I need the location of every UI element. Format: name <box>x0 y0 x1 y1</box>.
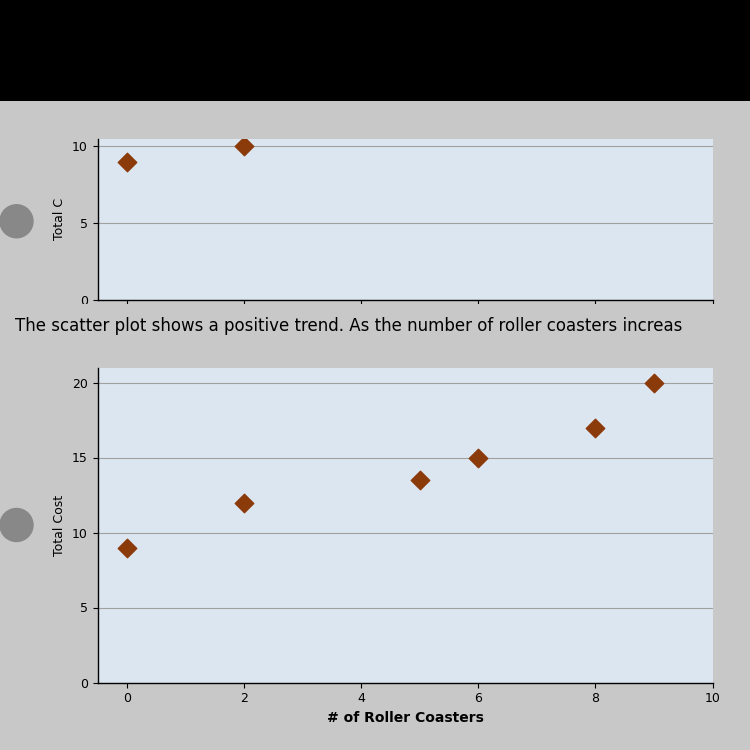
X-axis label: # of Roller Coasters: # of Roller Coasters <box>326 711 484 724</box>
Point <box>648 376 660 388</box>
X-axis label: # of Roller Coasters: # of Roller Coasters <box>326 328 484 342</box>
Point <box>121 542 133 554</box>
Text: The scatter plot shows a positive trend. As the number of roller coasters increa: The scatter plot shows a positive trend.… <box>15 317 682 335</box>
Point <box>238 496 250 508</box>
Y-axis label: Total C: Total C <box>53 198 66 241</box>
Point <box>472 452 484 464</box>
Point <box>121 156 133 168</box>
Y-axis label: Total Cost: Total Cost <box>53 494 66 556</box>
Point <box>414 474 426 486</box>
Point <box>238 140 250 152</box>
Point <box>590 422 602 434</box>
